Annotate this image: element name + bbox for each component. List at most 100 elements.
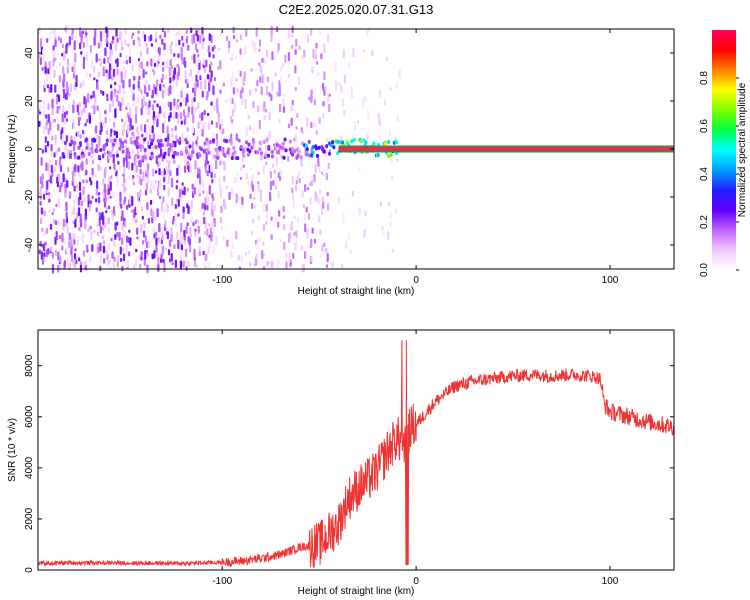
spectrogram-cell	[125, 55, 128, 59]
spectrogram-cell	[114, 234, 117, 240]
colorbar-tick-label: 0.0	[699, 263, 710, 277]
spectrogram-cell	[110, 48, 114, 56]
spectrogram-cell	[182, 260, 186, 266]
spectrogram-cell	[211, 178, 214, 184]
spectrogram-cell	[96, 134, 99, 140]
spectrogram-cell	[110, 175, 113, 179]
spectrogram-cell	[44, 241, 47, 246]
spectrogram-cell	[159, 258, 163, 263]
spectrogram-cell	[166, 204, 169, 213]
spectrogram-cell	[277, 258, 280, 269]
spectrogram-cell	[136, 236, 139, 240]
spectrogram-cell	[78, 226, 81, 231]
spectrogram-cell	[147, 240, 150, 249]
spectrogram-cell	[208, 51, 211, 58]
spectrogram-cell	[314, 54, 317, 60]
spectrogram-cell	[195, 30, 198, 37]
spectrogram-cell	[222, 128, 225, 135]
spectrogram-cell	[285, 261, 288, 269]
spectrogram-cell	[196, 34, 199, 42]
spectrogram-cell	[97, 242, 100, 247]
spectrogram-cell	[41, 66, 44, 71]
spectrogram-cell	[128, 175, 131, 180]
spectrogram-cell	[287, 29, 290, 38]
spectrogram-cell	[63, 111, 67, 119]
spectrogram-cell	[187, 236, 190, 243]
spectrogram-cell	[65, 110, 68, 115]
spectrogram-cell	[125, 160, 129, 168]
spectrogram-cell	[179, 188, 183, 192]
spectrogram-cell	[251, 174, 254, 182]
spectrogram-cell	[39, 57, 42, 65]
spectrogram-cell	[80, 108, 83, 116]
spectrogram-cell	[87, 93, 90, 103]
spectrogram-cell	[396, 114, 399, 122]
spectrogram-cell	[204, 167, 207, 173]
spectrogram-cell	[118, 146, 122, 151]
spectrogram-cell	[116, 58, 119, 68]
spectrogram-cell	[282, 105, 286, 114]
spectrogram-cell	[239, 53, 242, 60]
spectrogram-cell	[42, 193, 46, 200]
spectrogram-cell	[389, 212, 392, 219]
spectrogram-cell	[48, 170, 51, 178]
spectrogram-cell	[52, 218, 55, 225]
spectrogram-cell	[79, 134, 82, 139]
spectrogram-cell	[225, 99, 228, 103]
spectrogram-cell	[95, 223, 98, 228]
spectrogram-cell	[53, 52, 57, 59]
spectrogram-cell	[259, 65, 262, 73]
spectrogram-cell	[207, 196, 210, 206]
spectrogram-cell	[187, 44, 190, 51]
spectrogram-cell	[319, 29, 322, 36]
spectrogram-cell	[314, 144, 318, 149]
spectrogram-cell	[319, 229, 322, 236]
spectrogram-cell	[122, 253, 126, 262]
spectrogram-cell	[210, 231, 213, 242]
spectrogram-cell	[197, 167, 200, 175]
spectrogram-cell	[217, 112, 221, 117]
spectrogram-cell	[79, 213, 82, 224]
spectrogram-cell	[242, 148, 246, 153]
spectrogram-cell	[213, 204, 216, 212]
spectrogram-cell	[140, 124, 143, 132]
spectrogram-cell	[309, 197, 312, 205]
spectrogram-cell	[67, 104, 71, 109]
spectrogram-cell	[86, 244, 89, 251]
spectrogram-cell	[115, 131, 118, 139]
spectrogram-cell	[338, 82, 341, 86]
spectrogram-cell	[172, 140, 175, 145]
spectrogram-cell	[315, 130, 318, 135]
spectrogram-cell	[80, 204, 83, 210]
spectrogram-cell	[128, 114, 131, 123]
spectrogram-cell	[200, 80, 203, 90]
spectrogram-cell	[69, 150, 73, 155]
spectrogram-cell	[52, 208, 56, 213]
spectrogram-cell	[226, 239, 229, 247]
spectrogram-cell	[214, 147, 218, 152]
spectrogram-cell	[254, 88, 258, 92]
spectrogram-cell	[80, 261, 83, 266]
spectrogram-cell	[146, 47, 149, 55]
spectrogram-cell	[73, 174, 76, 183]
spectrogram-cell	[147, 176, 150, 184]
spectrogram-cells	[38, 24, 401, 274]
spectrogram-cell	[150, 58, 153, 67]
spectrogram-cell	[283, 223, 286, 231]
spectrogram-cell	[208, 223, 211, 227]
spectrogram-cell	[213, 105, 216, 111]
spectrogram-cell	[199, 113, 202, 119]
spectrogram-cell	[90, 155, 93, 159]
spectrogram-cell	[185, 29, 188, 34]
spectrogram-cell	[206, 228, 209, 236]
spectrogram-cell	[78, 101, 81, 107]
spectrogram-cell	[202, 250, 205, 255]
y-tick-label: -40	[24, 237, 35, 252]
spectrogram-cell	[318, 117, 321, 124]
spectrogram-cell	[389, 87, 392, 91]
spectrogram-cell	[228, 40, 231, 49]
spectrogram-cell	[63, 51, 66, 61]
spectrogram-cell	[118, 231, 121, 241]
spectrogram-cell	[362, 98, 365, 108]
spectrogram-cell	[78, 141, 82, 146]
